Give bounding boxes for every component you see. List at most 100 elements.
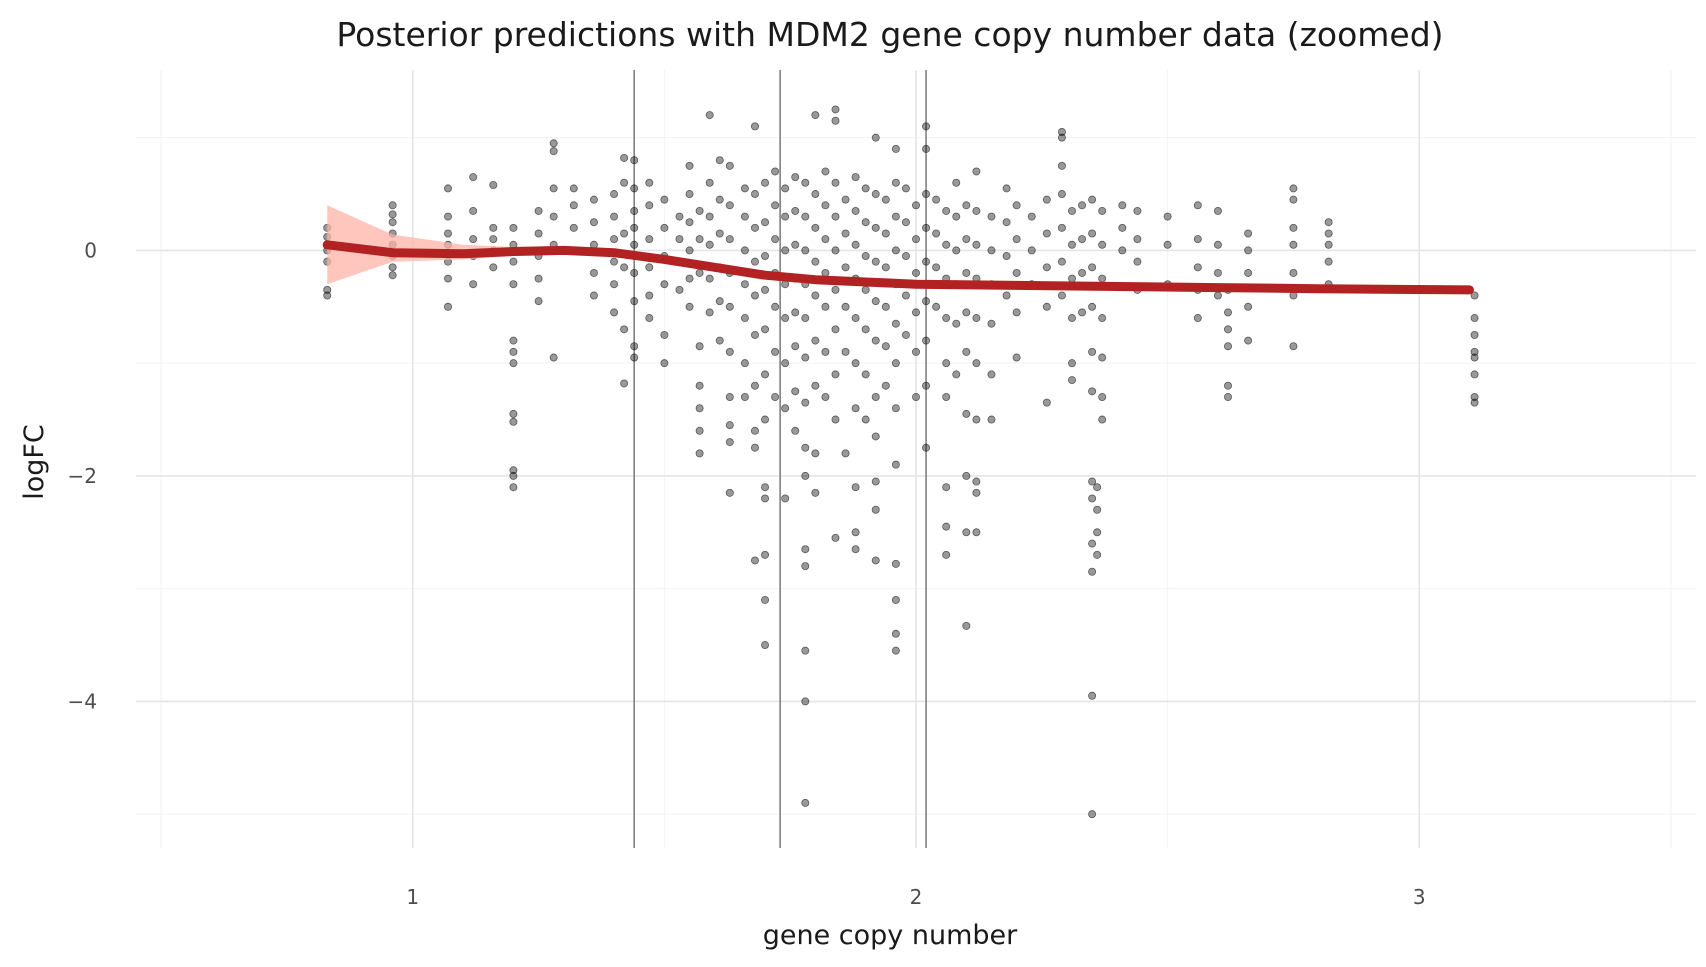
data-point (891, 144, 900, 153)
data-point (801, 798, 810, 807)
data-point (801, 314, 810, 323)
data-point (1002, 252, 1011, 261)
data-point (725, 488, 734, 497)
data-point (831, 325, 840, 334)
data-point (761, 370, 770, 379)
data-point (881, 302, 890, 311)
data-point (871, 477, 880, 486)
data-point (851, 314, 860, 323)
data-point (1098, 240, 1107, 249)
data-point (871, 432, 880, 441)
data-point (881, 342, 890, 351)
data-point (1213, 268, 1222, 277)
data-point (388, 210, 397, 219)
data-point (861, 325, 870, 334)
data-point (901, 218, 910, 227)
data-point (1088, 691, 1097, 700)
data-point (932, 195, 941, 204)
data-point (912, 268, 921, 277)
data-point (589, 195, 598, 204)
data-point (685, 274, 694, 283)
data-point (715, 195, 724, 204)
data-point (771, 201, 780, 210)
data-point (725, 201, 734, 210)
data-point (952, 319, 961, 328)
data-point (952, 178, 961, 187)
data-point (1193, 263, 1202, 272)
data-point (695, 449, 704, 458)
data-point (801, 562, 810, 571)
data-point (861, 285, 870, 294)
data-point (469, 206, 478, 215)
data-point (891, 246, 900, 255)
data-point (1098, 314, 1107, 323)
data-point (589, 291, 598, 300)
data-point (549, 147, 558, 156)
data-point (811, 223, 820, 232)
data-point (851, 545, 860, 554)
data-point (912, 201, 921, 210)
data-point (811, 111, 820, 120)
data-point (695, 268, 704, 277)
data-point (1057, 291, 1066, 300)
data-point (388, 271, 397, 280)
data-point (942, 240, 951, 249)
data-point (771, 392, 780, 401)
data-point (942, 392, 951, 401)
x-tick-label: 3 (1413, 885, 1426, 909)
data-point (791, 387, 800, 396)
data-point (1057, 257, 1066, 266)
data-point (871, 133, 880, 142)
data-point (972, 167, 981, 176)
data-point (1244, 302, 1253, 311)
data-point (534, 229, 543, 238)
data-point (1470, 347, 1479, 356)
data-point (1088, 539, 1097, 548)
data-point (922, 381, 931, 390)
data-point (811, 449, 820, 458)
data-point (811, 291, 820, 300)
data-point (791, 206, 800, 215)
data-point (1244, 229, 1253, 238)
data-point (1012, 353, 1021, 362)
data-point (801, 443, 810, 452)
data-point (942, 314, 951, 323)
data-point (1068, 274, 1077, 283)
data-point (891, 460, 900, 469)
chart-title: Posterior predictions with MDM2 gene cop… (336, 15, 1443, 54)
data-point (841, 263, 850, 272)
data-point (987, 246, 996, 255)
data-point (891, 559, 900, 568)
data-point (871, 392, 880, 401)
data-point (443, 274, 452, 283)
data-point (660, 330, 669, 339)
data-point (831, 370, 840, 379)
data-point (1042, 302, 1051, 311)
data-point (715, 297, 724, 306)
data-point (891, 404, 900, 413)
data-point (1098, 206, 1107, 215)
data-point (630, 268, 639, 277)
data-point (1213, 240, 1222, 249)
data-point (972, 206, 981, 215)
data-point (1324, 229, 1333, 238)
data-point (685, 302, 694, 311)
data-point (962, 471, 971, 480)
data-point (443, 184, 452, 193)
data-point (801, 646, 810, 655)
data-point (1118, 246, 1127, 255)
data-point (1088, 810, 1097, 819)
data-point (1324, 218, 1333, 227)
data-point (1098, 415, 1107, 424)
data-point (912, 347, 921, 356)
data-point (740, 359, 749, 368)
data-point (750, 330, 759, 339)
data-point (962, 201, 971, 210)
data-point (781, 359, 790, 368)
data-point (1057, 190, 1066, 199)
data-point (715, 229, 724, 238)
data-point (660, 280, 669, 289)
data-point (821, 201, 830, 210)
data-point (901, 330, 910, 339)
data-point (645, 314, 654, 323)
